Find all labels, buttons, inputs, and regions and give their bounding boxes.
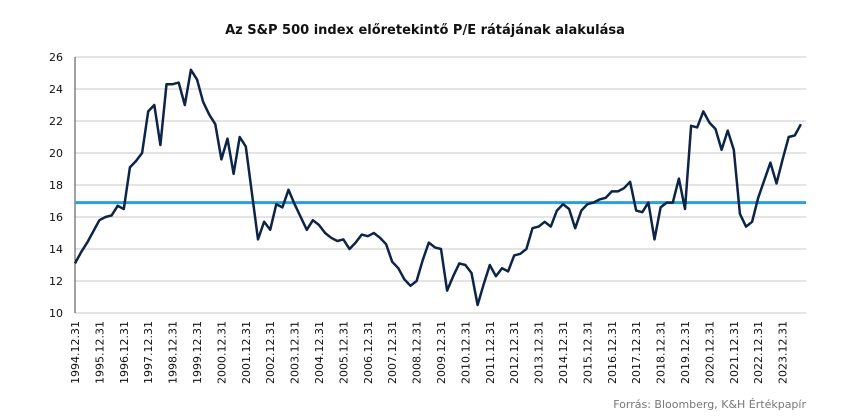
x-tick-label: 1999.12.31 <box>191 321 204 384</box>
x-tick-label: 1996.12.31 <box>118 321 131 384</box>
source: Forrás: Bloomberg, K&H Értékpapír <box>613 398 806 411</box>
x-tick-label: 2023.12.31 <box>777 321 790 384</box>
x-tick-label: 2015.12.31 <box>581 321 594 384</box>
x-tick-label: 2017.12.31 <box>630 321 643 384</box>
x-tick-label: 2014.12.31 <box>557 321 570 384</box>
y-tick-label: 18 <box>49 179 63 192</box>
x-tick-label: 2012.12.31 <box>508 321 521 384</box>
x-tick-label: 2001.12.31 <box>240 321 253 384</box>
x-tick-label: 2020.12.31 <box>703 321 716 384</box>
x-tick-label: 2000.12.31 <box>215 321 228 384</box>
x-tick-label: 2005.12.31 <box>337 321 350 384</box>
x-tick-label: 2008.12.31 <box>411 321 424 384</box>
y-tick-label: 10 <box>49 307 63 320</box>
y-tick-label: 22 <box>49 115 63 128</box>
y-tick-label: 14 <box>49 243 63 256</box>
x-tick-label: 2013.12.31 <box>533 321 546 384</box>
x-tick-label: 2002.12.31 <box>264 321 277 384</box>
y-tick-label: 12 <box>49 275 63 288</box>
x-tick-label: 2016.12.31 <box>606 321 619 384</box>
x-tick-label: 2003.12.31 <box>289 321 302 384</box>
x-tick-label: 1994.12.31 <box>69 321 82 384</box>
x-tick-label: 1998.12.31 <box>167 321 180 384</box>
x-tick-label: 2007.12.31 <box>386 321 399 384</box>
x-tick-label: 2019.12.31 <box>679 321 692 384</box>
x-tick-label: 2022.12.31 <box>752 321 765 384</box>
x-tick-label: 2006.12.31 <box>362 321 375 384</box>
chart-title: Az S&P 500 index előretekintő P/E rátájá… <box>225 23 625 38</box>
y-tick-label: 20 <box>49 147 63 160</box>
x-tick-label: 1995.12.31 <box>93 321 106 384</box>
y-tick-label: 16 <box>49 211 63 224</box>
y-tick-label: 26 <box>49 51 63 64</box>
x-tick-label: 2009.12.31 <box>435 321 448 384</box>
x-tick-label: 2011.12.31 <box>484 321 497 384</box>
x-tick-label: 2021.12.31 <box>728 321 741 384</box>
x-tick-label: 2010.12.31 <box>459 321 472 384</box>
x-tick-label: 2004.12.31 <box>313 321 326 384</box>
x-tick-label: 2018.12.31 <box>655 321 668 384</box>
x-tick-label: 1997.12.31 <box>142 321 155 384</box>
y-tick-label: 24 <box>49 83 63 96</box>
series-line <box>73 68 802 307</box>
